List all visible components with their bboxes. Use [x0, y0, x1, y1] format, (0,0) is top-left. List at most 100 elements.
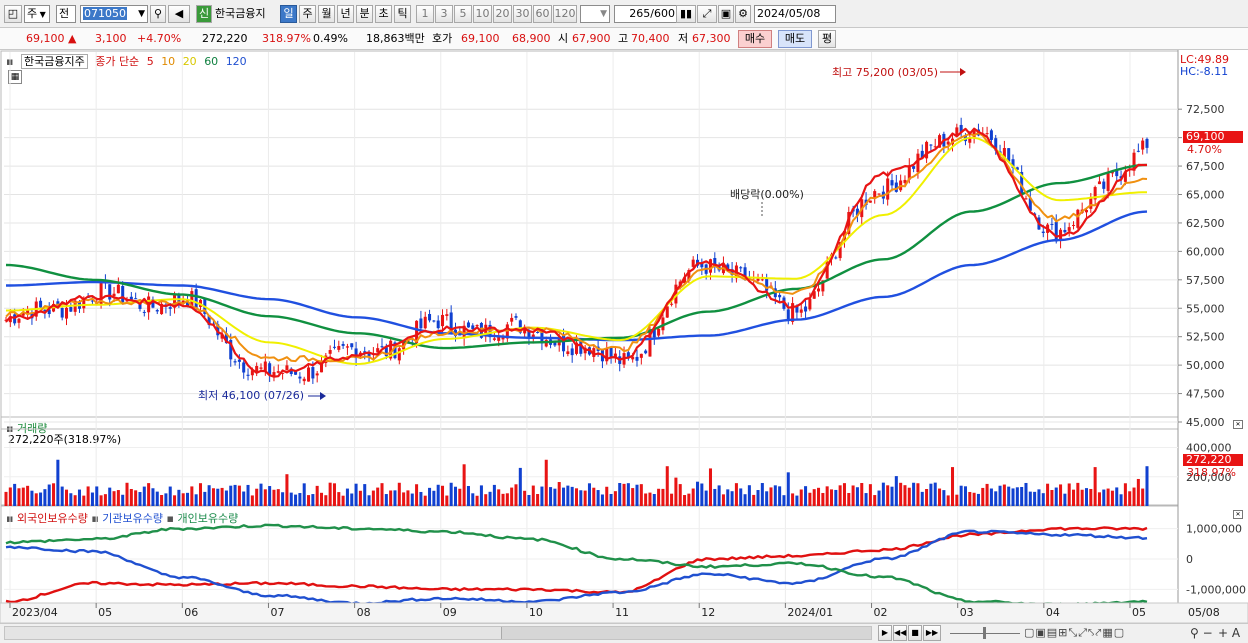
- interval-20[interactable]: 20: [493, 5, 512, 23]
- volume-bar: [920, 491, 924, 506]
- institution-legend[interactable]: 기관보유수량: [102, 512, 164, 525]
- date-input[interactable]: 2024/05/08: [754, 5, 836, 23]
- interval-120[interactable]: 120: [553, 5, 577, 23]
- interval-1[interactable]: 1: [416, 5, 434, 23]
- interval-10[interactable]: 10: [473, 5, 492, 23]
- volume-bar: [596, 490, 600, 506]
- buy-button[interactable]: 매수: [738, 30, 772, 48]
- draw-tool-icon[interactable]: ⤢: [697, 5, 717, 23]
- chevron-down-icon[interactable]: ▼: [138, 9, 145, 19]
- volume-bar: [363, 484, 367, 506]
- timeframe-minute[interactable]: 분: [356, 5, 373, 23]
- volume-bar: [142, 486, 146, 506]
- scroll-last-icon[interactable]: ▶▶: [923, 625, 941, 641]
- timeframe-daily[interactable]: 일: [280, 5, 297, 23]
- timeframe-tick[interactable]: 틱: [394, 5, 411, 23]
- panel-close-icon[interactable]: ✕: [1233, 420, 1243, 429]
- stock-code-input[interactable]: 071050 ▼: [80, 5, 148, 23]
- candle-body: [536, 331, 540, 333]
- sound-icon[interactable]: ◀: [168, 5, 190, 23]
- timeframe-yearly[interactable]: 년: [337, 5, 354, 23]
- interval-30[interactable]: 30: [513, 5, 532, 23]
- candle-body: [134, 298, 138, 300]
- volume-bar: [976, 493, 980, 506]
- volume-bar: [592, 487, 596, 506]
- candle-body: [523, 326, 527, 334]
- candle-body: [730, 269, 734, 275]
- candle-body: [994, 138, 998, 151]
- sell-button[interactable]: 매도: [778, 30, 812, 48]
- search-icon[interactable]: ⚲: [150, 5, 166, 23]
- timeframe-second[interactable]: 초: [375, 5, 392, 23]
- candle-body: [713, 257, 717, 266]
- candle-body: [873, 191, 877, 198]
- chart-scrollbar[interactable]: [4, 626, 872, 640]
- volume-bar: [64, 489, 69, 506]
- candle-body: [938, 135, 942, 148]
- candle-type-icon[interactable]: ▮▮: [676, 5, 696, 23]
- volume-bar: [1106, 488, 1110, 506]
- interval-5[interactable]: 5: [454, 5, 472, 23]
- candle-body: [237, 359, 241, 362]
- price-panel-title[interactable]: 한국금융지주: [20, 54, 88, 69]
- gear-icon[interactable]: ⚙: [735, 5, 751, 23]
- price-tick-label: 57,500: [1186, 274, 1225, 287]
- chart-menu-icon[interactable]: ◰: [4, 5, 22, 23]
- volume-bar: [229, 485, 233, 506]
- volume-bar: [687, 493, 691, 506]
- candle-body: [64, 307, 69, 319]
- volume-bar: [1089, 488, 1093, 506]
- interval-60[interactable]: 60: [533, 5, 552, 23]
- volume-bar: [635, 484, 639, 506]
- zoom-out-icon[interactable]: ⚲ −: [1190, 626, 1213, 640]
- volume-bar: [847, 492, 851, 506]
- volume-bar: [998, 485, 1002, 506]
- candle-body: [1002, 148, 1006, 158]
- volume-bar: [717, 485, 721, 506]
- candle-body: [311, 367, 315, 379]
- scrollbar-thumb[interactable]: [501, 627, 871, 639]
- volume-bar: [186, 492, 190, 506]
- volume-bar: [648, 492, 652, 506]
- volume-bar: [237, 485, 241, 506]
- stop-icon[interactable]: ■: [908, 625, 922, 641]
- foreign-legend[interactable]: 외국인보유수량: [16, 512, 88, 525]
- timeframe-monthly[interactable]: 월: [318, 5, 335, 23]
- interval-3[interactable]: 3: [435, 5, 453, 23]
- volume-bar: [276, 489, 280, 506]
- view-tools-icons[interactable]: ▢▣▤⊞⤡⤢⤣⤤▦▢: [1024, 626, 1126, 639]
- scroll-right-icon[interactable]: ▶: [878, 625, 892, 641]
- scroll-first-icon[interactable]: ◀◀: [893, 625, 907, 641]
- period-select[interactable]: 주 ▼: [24, 5, 50, 23]
- count-input[interactable]: 265/600: [614, 5, 678, 23]
- zoom-slider-handle[interactable]: [983, 627, 986, 639]
- volume-bar: [432, 490, 436, 506]
- volume-bar: [52, 483, 56, 506]
- hc-label: HC:-8.11: [1180, 65, 1229, 78]
- eval-button[interactable]: 평: [818, 30, 836, 48]
- candle-body: [307, 367, 311, 382]
- interval-custom-select[interactable]: ▼: [580, 5, 610, 23]
- volume-bar: [804, 486, 808, 506]
- candle-body: [765, 277, 769, 291]
- volume-bar: [21, 487, 25, 506]
- zoom-in-icon[interactable]: + A: [1218, 626, 1241, 640]
- name-select[interactable]: 전: [56, 5, 76, 23]
- grid-toggle-icon[interactable]: ▦: [8, 70, 22, 84]
- panel-close-icon[interactable]: ✕: [1233, 510, 1243, 519]
- candle-body: [804, 306, 808, 312]
- individual-legend[interactable]: 개인보유수량: [177, 512, 239, 525]
- volume-bar: [445, 495, 449, 506]
- timeframe-weekly[interactable]: 주: [299, 5, 316, 23]
- volume-bar: [916, 483, 920, 506]
- candle-body: [302, 378, 306, 382]
- candle-body: [972, 130, 976, 138]
- candle-body: [276, 371, 280, 373]
- ma10-label: 10: [161, 55, 176, 68]
- save-icon[interactable]: ▣: [718, 5, 734, 23]
- candle-body: [531, 334, 535, 339]
- candle-body: [229, 339, 233, 360]
- month-label: 05: [1132, 606, 1146, 619]
- candle-body: [69, 307, 73, 312]
- stock-chart[interactable]: 72,50070,00067,50065,00062,50060,00057,5…: [0, 50, 1248, 623]
